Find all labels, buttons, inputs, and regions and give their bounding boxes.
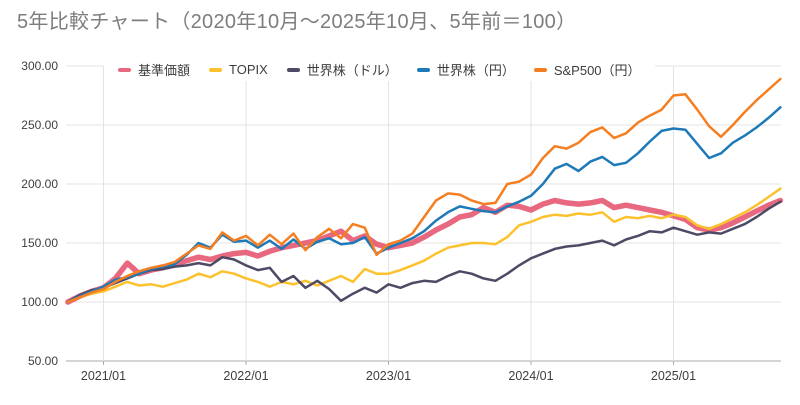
series-line-1 — [66, 187, 782, 304]
y-axis-tick-label: 200.00 — [21, 177, 58, 191]
x-axis-tick-label: 2024/01 — [508, 369, 553, 383]
x-axis-tick-label: 2022/01 — [223, 369, 268, 383]
legend-item-0[interactable]: 基準価額 — [118, 60, 190, 79]
x-axis-tick-label: 2021/01 — [81, 369, 126, 383]
series-line-2 — [66, 200, 782, 304]
legend-label: TOPIX — [229, 62, 268, 77]
legend-marker-icon — [286, 67, 300, 72]
x-axis-tick-label: 2023/01 — [366, 369, 411, 383]
y-axis-tick-label: 100.00 — [21, 295, 58, 309]
y-axis-tick-label: 250.00 — [21, 118, 58, 132]
legend-label: S&P500（円） — [553, 63, 641, 78]
legend-item-1[interactable]: TOPIX — [209, 62, 268, 77]
series-line-4 — [66, 77, 782, 304]
y-axis-tick-label: 150.00 — [21, 236, 58, 250]
legend-item-4[interactable]: S&P500（円） — [533, 60, 641, 79]
legend-item-3[interactable]: 世界株（円） — [416, 60, 515, 79]
legend-label: 基準価額 — [138, 63, 191, 78]
legend-marker-icon — [416, 67, 430, 72]
legend-marker-icon — [533, 67, 547, 72]
chart-legend: 基準価額 TOPIX 世界株（ドル） 世界株（円） S&P500（円） — [104, 58, 655, 81]
y-axis-tick-label: 300.00 — [21, 59, 58, 73]
series-line-0 — [65, 197, 784, 305]
x-axis-tick-label: 2025/01 — [651, 369, 696, 383]
legend-label: 世界株（円） — [436, 63, 515, 78]
chart-title: 5年比較チャート（2020年10月～2025年10月、5年前＝100） — [17, 11, 577, 33]
legend-item-2[interactable]: 世界株（ドル） — [286, 60, 398, 79]
legend-marker-icon — [209, 67, 223, 72]
legend-label: 世界株（ドル） — [306, 63, 398, 78]
legend-marker-icon — [118, 67, 131, 72]
y-axis-tick-label: 50.00 — [28, 354, 58, 368]
